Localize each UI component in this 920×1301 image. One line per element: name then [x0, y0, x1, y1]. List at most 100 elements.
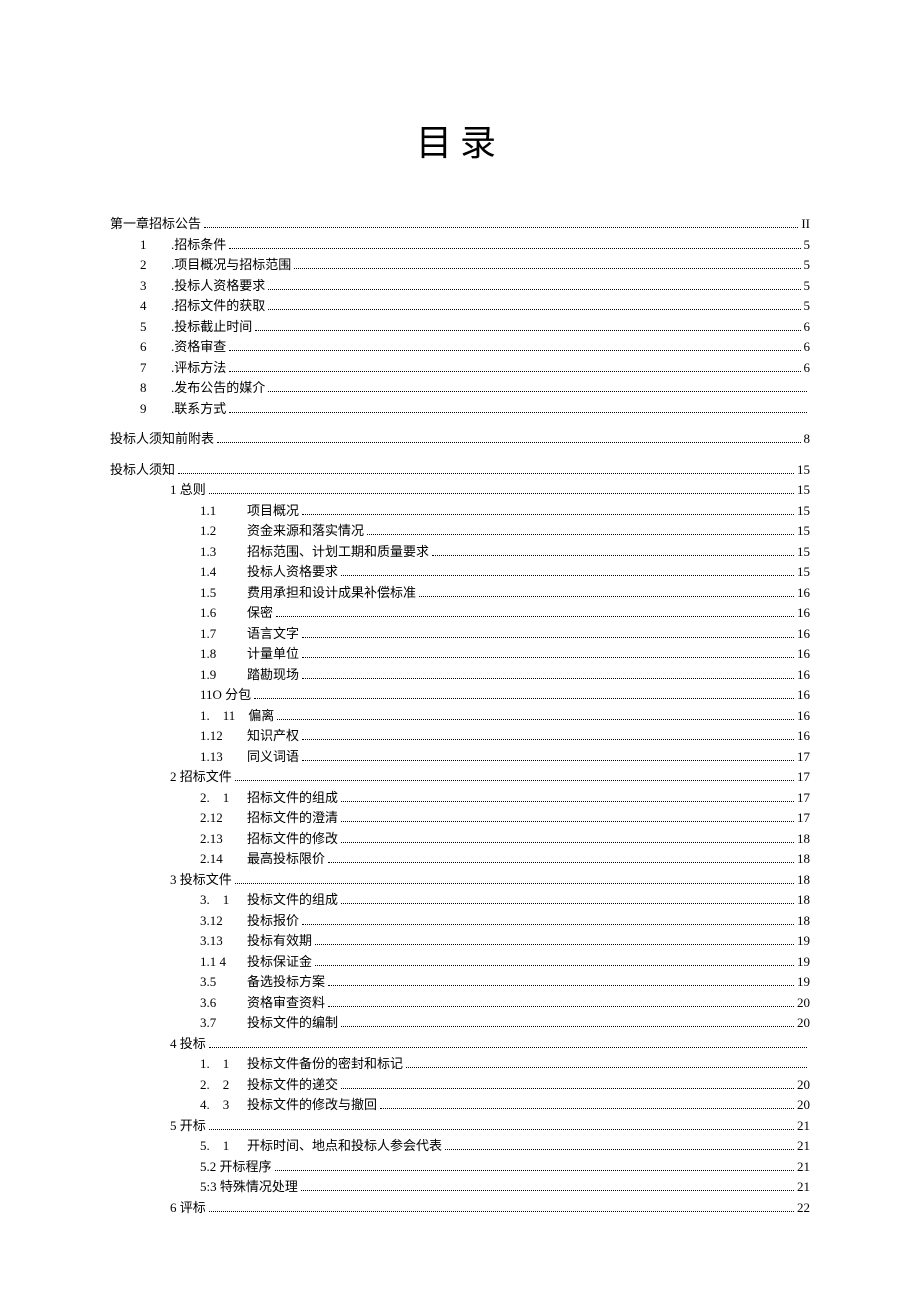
toc-entry: 第一章招标公告II: [110, 214, 810, 234]
toc-entry-label: 1 .招标条件: [140, 235, 226, 255]
toc-entry-page: 19: [797, 972, 810, 992]
toc-entry: 2. 1 招标文件的组成17: [110, 788, 810, 808]
toc-entry-number: 1.12: [200, 726, 234, 746]
toc-entry-number: 1.1: [200, 501, 234, 521]
toc-entry-text: 同义词语: [247, 747, 299, 767]
toc-entry: 6 .资格审查6: [110, 337, 810, 357]
toc-entry-page: 17: [797, 747, 810, 767]
toc-entry-text: 投标报价: [247, 911, 299, 931]
toc-entry-number: 2.12: [200, 808, 234, 828]
toc-entry: 1 .招标条件5: [110, 235, 810, 255]
toc-entry: 5 .投标截止时间6: [110, 317, 810, 337]
toc-entry-page: 17: [797, 808, 810, 828]
toc-dot-leader: [302, 666, 794, 679]
document-page: 目录 第一章招标公告II1 .招标条件52 .项目概况与招标范围53 .投标人资…: [0, 0, 920, 1301]
toc-dot-leader: [229, 338, 800, 351]
toc-entry: 2. 2 投标文件的递交20: [110, 1075, 810, 1095]
toc-dot-leader: [341, 830, 794, 843]
toc-entry: 1.5 费用承担和设计成果补偿标准 16: [110, 583, 810, 603]
toc-entry-text: 投标文件的修改与撤回: [247, 1095, 377, 1115]
toc-entry-label: 2. 2 投标文件的递交: [200, 1075, 338, 1095]
toc-entry-number: 3: [140, 276, 158, 296]
toc-entry: 8 .发布公告的媒介: [110, 378, 810, 398]
toc-entry-number: 1.4: [200, 562, 234, 582]
toc-entry-page: 15: [797, 542, 810, 562]
toc-dot-leader: [315, 932, 794, 945]
toc-entry: 1.1 4 投标保证金19: [110, 952, 810, 972]
toc-dot-leader: [204, 215, 798, 228]
toc-entry-number: 2.13: [200, 829, 234, 849]
toc-entry-page: 19: [797, 931, 810, 951]
toc-entry-text: 保密: [247, 603, 273, 623]
toc-entry-number: 1.13: [200, 747, 234, 767]
toc-entry-label: 1. 11 偏离: [200, 706, 274, 726]
toc-entry: 3.13 投标有效期19: [110, 931, 810, 951]
toc-entry-number: 3.5: [200, 972, 234, 992]
toc-entry-number: 9: [140, 399, 158, 419]
toc-dot-leader: [254, 686, 794, 699]
toc-entry: 1 总则15: [110, 480, 810, 500]
toc-entry-page: 21: [797, 1116, 810, 1136]
toc-entry-text: .投标人资格要求: [171, 276, 265, 296]
toc-entry-page: 21: [797, 1136, 810, 1156]
toc-entry-number: 2. 1: [200, 788, 234, 808]
toc-entry-page: 16: [797, 603, 810, 623]
toc-entry-page: 18: [797, 829, 810, 849]
toc-entry: 1.2 资金来源和落实情况15: [110, 521, 810, 541]
toc-dot-leader: [268, 379, 807, 392]
toc-entry-page: 6: [804, 337, 811, 357]
toc-entry-text: .投标截止时间: [171, 317, 252, 337]
toc-entry-label: 2. 1 招标文件的组成: [200, 788, 338, 808]
toc-entry-label: 投标人须知前附表: [110, 429, 214, 449]
toc-entry-text: 6 评标: [170, 1198, 206, 1218]
toc-dot-leader: [406, 1055, 807, 1068]
toc-entry-text: 5.2 开标程序: [200, 1157, 272, 1177]
toc-entry-number: 1.3: [200, 542, 234, 562]
toc-entry-label: 4. 3 投标文件的修改与撤回: [200, 1095, 377, 1115]
toc-entry-text: 招标文件的修改: [247, 829, 338, 849]
toc-entry: 2.13 招标文件的修改 18: [110, 829, 810, 849]
toc-dot-leader: [229, 400, 807, 413]
toc-dot-leader: [294, 256, 800, 269]
toc-entry-number: 1. 11: [200, 706, 235, 726]
toc-entry-text: 费用承担和设计成果补偿标准: [247, 583, 416, 603]
toc-entry-number: 3. 1: [200, 890, 234, 910]
toc-entry-label: 4 投标: [170, 1034, 206, 1054]
toc-entry-text: 5:3 特殊情况处理: [200, 1177, 298, 1197]
toc-dot-leader: [341, 891, 794, 904]
toc-entry: 5:3 特殊情况处理21: [110, 1177, 810, 1197]
toc-entry-number: 1.7: [200, 624, 234, 644]
toc-dot-leader: [302, 502, 794, 515]
toc-entry-label: 1.6 保密: [200, 603, 273, 623]
toc-entry-label: 1.8 计量单位: [200, 644, 299, 664]
toc-entry-text: .资格审查: [171, 337, 226, 357]
toc-entry-text: 偏离: [248, 706, 274, 726]
toc-entry-number: 1.5: [200, 583, 234, 603]
toc-entry: 2 招标文件17: [110, 767, 810, 787]
toc-entry-label: 2.13 招标文件的修改: [200, 829, 338, 849]
toc-entry-text: 招标文件的澄清: [247, 808, 338, 828]
toc-entry: 1.3 招标范围、计划工期和质量要求15: [110, 542, 810, 562]
toc-dot-leader: [367, 522, 794, 535]
toc-entry-number: 2.14: [200, 849, 234, 869]
toc-entry-label: 7 .评标方法: [140, 358, 226, 378]
toc-dot-leader: [341, 1014, 794, 1027]
toc-entry-page: 16: [797, 583, 810, 603]
toc-entry-page: 16: [797, 726, 810, 746]
toc-entry: 5 开标21: [110, 1116, 810, 1136]
toc-entry-text: 投标文件的组成: [247, 890, 338, 910]
toc-entry-text: 计量单位: [247, 644, 299, 664]
toc-entry-label: 1.9 踏勘现场: [200, 665, 299, 685]
toc-entry: 1.9 踏勘现场16: [110, 665, 810, 685]
toc-dot-leader: [302, 912, 794, 925]
toc-entry-label: 9 .联系方式: [140, 399, 226, 419]
toc-dot-leader: [209, 1117, 794, 1130]
toc-entry-text: 投标人须知前附表: [110, 429, 214, 449]
toc-dot-leader: [268, 297, 800, 310]
toc-dot-leader: [209, 1199, 794, 1212]
toc-entry-label: 3.5 备选投标方案: [200, 972, 325, 992]
toc-entry-label: 3 投标文件: [170, 870, 232, 890]
toc-entry-page: 5: [804, 296, 811, 316]
toc-entry-label: 1. 1 投标文件备份的密封和标记: [200, 1054, 403, 1074]
toc-entry-number: 3.13: [200, 931, 234, 951]
